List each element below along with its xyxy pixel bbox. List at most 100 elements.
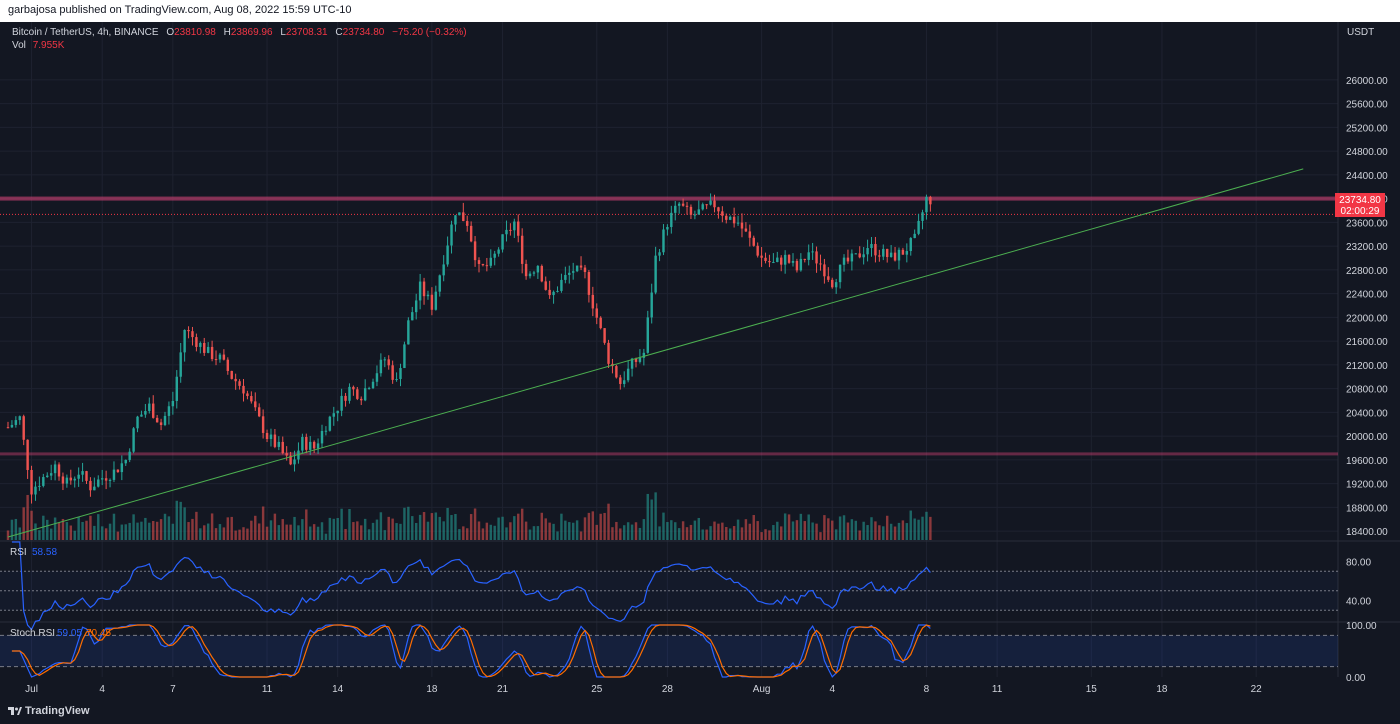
volume-bar [846,522,850,540]
price-tick-label: 24400.00 [1346,171,1388,182]
candle-body [136,416,139,429]
volume-bar [827,518,830,540]
candle-body [489,257,492,266]
candle-body [375,373,379,382]
time-tick-label: 18 [426,684,438,695]
volume-bar [336,517,339,540]
high-label: H [223,27,231,38]
candle-body [846,257,850,262]
candle-body [615,366,618,378]
volume-bar [611,527,614,540]
volume-bar [159,519,163,540]
volume-bar [473,508,477,540]
volume-bar [206,523,210,540]
volume-bar [340,508,343,540]
candle-body [709,200,712,205]
time-tick-label: 11 [262,684,273,695]
volume-bar [520,508,524,540]
candle-body [677,203,681,206]
candle-body [387,359,390,366]
volume-bar [901,520,905,540]
candle-body [619,377,622,384]
volume-bar [497,517,500,540]
volume-bar [128,522,131,540]
volume-bar [320,522,324,540]
candle-body [674,205,677,213]
price-tick-label: 26000.00 [1346,76,1388,87]
chart-canvas[interactable]: 26000.00 25600.00 25200.00 24800.00 24400.00… [0,22,1400,700]
candle-body [462,212,465,222]
candle-body [728,216,732,220]
volume-bar [634,522,638,540]
candle-body [772,262,775,264]
candle-body [481,263,485,266]
candle-body [356,389,359,399]
volume-bar [179,501,182,540]
candle-body [493,253,496,258]
volume-bar [226,517,230,540]
volume-bar [222,527,226,540]
volume-bar [238,529,241,540]
volume-bar [607,503,610,540]
volume-bar [893,526,897,540]
current-price-tag: 23734.80 02:00:29 [1335,193,1385,217]
volume-bar [670,520,673,540]
candle-body [870,244,873,249]
volume-bar [481,528,485,540]
volume-bar [909,510,912,540]
candle-body [269,434,273,440]
price-tick-label: 22400.00 [1346,290,1388,301]
volume-bar [501,516,504,540]
candle-body [807,252,810,260]
rsi-tick-label: 40.00 [1346,597,1371,608]
time-tick-label: 28 [662,684,674,695]
candle-body [473,241,477,261]
volume-value: 7.955K [32,40,65,51]
volume-bar [485,522,489,540]
candle-body [791,261,795,263]
candle-body [650,292,653,318]
volume-bar [874,521,877,540]
time-axis[interactable]: Jul 4 7 11 14 18 21 25 28 Aug 4 8 11 15 18 22 [25,684,1262,695]
candle-body [14,420,18,425]
time-tick-label: 4 [99,684,105,695]
volume-bar [619,528,622,540]
candle-body [320,430,324,444]
volume-bar [697,517,701,540]
price-axis[interactable]: 26000.00 25600.00 25200.00 24800.00 24400.00… [1346,76,1388,684]
volume-bar [493,525,496,540]
candle-body [293,459,296,465]
candle-body [885,248,889,258]
volume-bar [100,526,104,540]
candle-body [348,386,351,401]
candle-body [155,417,159,423]
volume-bar [175,500,178,540]
candle-body [61,476,65,484]
candle-body [399,368,402,379]
volume-bar [815,523,818,540]
volume-bar [889,523,893,540]
candle-body [858,253,861,258]
candle-body [803,258,806,260]
volume-bar [783,513,787,540]
volume-bar [26,494,29,540]
volume-bar [422,512,426,540]
volume-bar [430,513,434,540]
volume-bar [218,524,222,540]
candle-body [446,245,449,265]
volume-bar [615,521,618,540]
volume-bar [819,532,822,540]
volume-bar [905,523,909,540]
volume-bar [348,508,351,540]
time-tick-label: 18 [1156,684,1168,695]
candle-body [913,233,916,239]
stoch-band [0,635,1338,667]
candle-body [30,470,33,495]
volume-bar [293,516,296,540]
candle-body [776,257,779,263]
price-tick-label: 22800.00 [1346,266,1388,277]
volume-bar [328,517,332,540]
volume-bar [46,519,49,540]
candle-body [206,346,210,353]
candle-body [316,443,320,449]
